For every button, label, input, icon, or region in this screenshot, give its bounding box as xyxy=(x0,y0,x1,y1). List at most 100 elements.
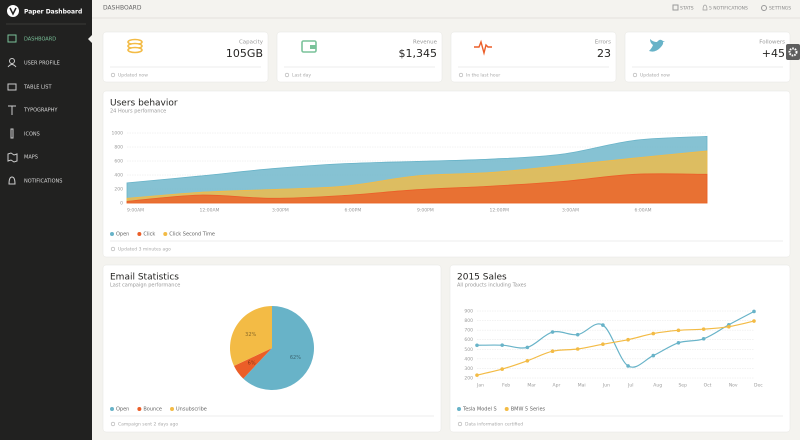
point xyxy=(550,330,555,334)
nav-icon xyxy=(7,64,17,68)
x-tick-label: Feb xyxy=(502,383,510,389)
legend-label: Open xyxy=(116,232,129,238)
y-tick-label: 600 xyxy=(114,159,123,165)
footer-icon xyxy=(110,246,116,252)
card xyxy=(450,31,617,83)
x-tick-label: Aug xyxy=(653,383,662,389)
y-tick-label: 400 xyxy=(114,173,123,179)
point xyxy=(752,319,756,323)
legend-marker xyxy=(110,232,114,236)
x-tick-label: 3:00AM xyxy=(562,208,579,214)
nav-item[interactable]: ICONS xyxy=(24,132,40,138)
y-tick-label: 600 xyxy=(464,337,473,343)
chart-title: Users behavior xyxy=(110,99,178,109)
legend-marker xyxy=(137,407,142,411)
nav-item[interactable]: USER PROFILE xyxy=(24,61,60,67)
stat-icon xyxy=(310,45,316,49)
stat-value: 23 xyxy=(597,47,611,60)
sidebar xyxy=(0,0,92,440)
chart-footer: Data information certified xyxy=(465,422,523,428)
y-tick-label: 800 xyxy=(114,145,123,151)
stat-footer: In the last hour xyxy=(466,73,500,79)
chart-title: Email Statistics xyxy=(110,273,179,283)
stat-label: Revenue xyxy=(413,40,438,46)
x-tick-label: Dec xyxy=(754,383,763,389)
nav-link[interactable]: 5 NOTIFICATIONS xyxy=(709,6,748,12)
point xyxy=(500,343,504,347)
nav-icon xyxy=(761,5,767,11)
nav-link[interactable]: STATS xyxy=(680,6,694,12)
y-tick-label: 1000 xyxy=(112,131,124,137)
card xyxy=(449,264,791,433)
point xyxy=(676,328,681,333)
y-tick-label: 400 xyxy=(464,356,473,362)
footer-icon xyxy=(110,421,116,427)
point xyxy=(601,342,605,347)
point xyxy=(651,353,656,358)
chart-subtitle: All products including Taxes xyxy=(457,283,527,289)
nav-icon xyxy=(10,128,14,139)
legend-marker xyxy=(504,407,509,411)
point xyxy=(651,331,656,336)
y-tick-label: 200 xyxy=(464,376,473,382)
x-tick-label: Jun xyxy=(602,383,610,389)
nav-item[interactable]: TYPOGRAPHY xyxy=(23,108,58,114)
footer-icon xyxy=(458,72,464,78)
footer-icon xyxy=(284,72,290,78)
settings-toggle[interactable] xyxy=(786,44,800,60)
point xyxy=(575,332,580,337)
x-tick-label: 6:00AM xyxy=(635,208,652,214)
chart-title: 2015 Sales xyxy=(457,273,507,283)
point xyxy=(550,349,555,354)
point xyxy=(727,324,731,329)
legend-marker xyxy=(170,407,175,411)
point xyxy=(525,358,530,363)
legend-marker xyxy=(110,407,114,411)
nav-item[interactable]: MAPS xyxy=(24,155,38,161)
stat-icon xyxy=(127,46,143,54)
data-label: 32% xyxy=(245,332,256,338)
nav-icon xyxy=(672,4,679,11)
stat-value: 105GB xyxy=(226,47,263,60)
nav-icon xyxy=(7,83,17,91)
legend-label: Click Second Time xyxy=(169,232,215,238)
nav-icon xyxy=(8,176,16,185)
page-title: DASHBOARD xyxy=(103,5,142,12)
x-tick-label: 3:00PM xyxy=(272,208,289,214)
x-tick-label: 9:00AM xyxy=(127,208,144,214)
nav-link[interactable]: SETTINGS xyxy=(769,6,791,12)
stat-value: $1,345 xyxy=(399,47,438,60)
nav-icon xyxy=(8,105,16,115)
point xyxy=(475,373,479,377)
nav-icon xyxy=(702,4,708,11)
point xyxy=(701,336,706,341)
pie-slice xyxy=(230,306,272,366)
x-tick-label: Jul xyxy=(627,383,633,389)
pie-slice xyxy=(243,306,315,391)
stat-icon xyxy=(474,39,492,56)
x-tick-label: 12:00AM xyxy=(200,208,220,214)
nav-icon xyxy=(7,152,18,163)
pie-slice xyxy=(233,348,272,379)
x-tick-label: Apr xyxy=(553,383,561,389)
chart-subtitle: 24 Hours performance xyxy=(110,109,166,115)
footer-icon xyxy=(632,72,638,78)
x-tick-label: 9:00PM xyxy=(417,208,434,214)
stat-footer: Updated now xyxy=(640,73,670,79)
point xyxy=(525,345,530,350)
nav-icon xyxy=(7,34,17,43)
nav-item[interactable]: DASHBOARD xyxy=(24,37,56,43)
area xyxy=(126,173,708,204)
legend-marker xyxy=(137,232,142,236)
y-tick-label: 300 xyxy=(464,366,473,372)
stat-value: +45 xyxy=(762,47,785,60)
gear-icon xyxy=(788,47,798,57)
y-tick-label: 800 xyxy=(464,318,473,324)
nav-item[interactable]: NOTIFICATIONS xyxy=(24,179,62,185)
stat-label: Followers xyxy=(759,40,785,46)
nav-item[interactable]: TABLE LIST xyxy=(23,85,52,91)
y-tick-label: 900 xyxy=(464,309,473,315)
y-tick-label: 0 xyxy=(120,201,123,207)
chart-footer: Updated 3 minutes ago xyxy=(118,247,171,253)
stat-label: Capacity xyxy=(239,40,264,46)
